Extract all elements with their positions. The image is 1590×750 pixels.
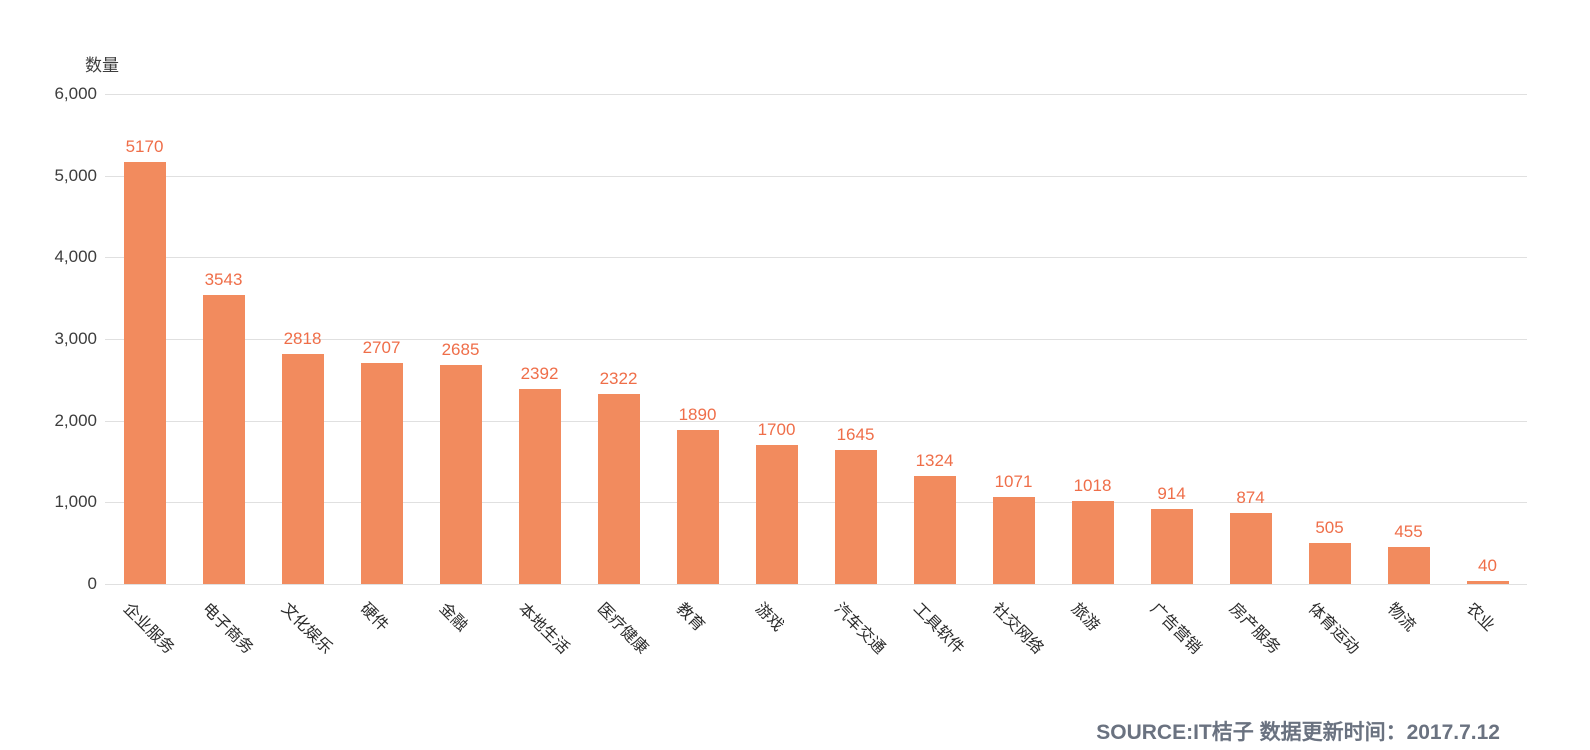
bar-value-label: 1645 — [836, 424, 875, 444]
bar[interactable] — [281, 353, 324, 584]
bar-value-label: 1700 — [757, 420, 796, 440]
bar-value-label: 1018 — [1073, 475, 1112, 495]
x-category-label: 工具软件 — [909, 600, 967, 658]
x-category-label: 金融 — [435, 600, 470, 635]
bar[interactable] — [597, 394, 640, 584]
bar[interactable] — [1229, 512, 1272, 584]
x-category-label: 农业 — [1462, 600, 1497, 635]
bar-value-label: 2392 — [520, 363, 559, 383]
bar[interactable] — [834, 449, 877, 584]
y-tick-label: 4,000 — [54, 247, 97, 267]
x-category-label: 医疗健康 — [593, 600, 651, 658]
y-tick-label: 5,000 — [54, 165, 97, 185]
gridline — [105, 420, 1527, 422]
bar-value-label: 874 — [1236, 487, 1265, 507]
x-category-label: 硬件 — [356, 600, 391, 635]
gridline — [105, 339, 1527, 340]
x-category-label: 文化娱乐 — [277, 600, 335, 658]
bar-value-label: 505 — [1315, 517, 1344, 537]
x-axis-line — [105, 584, 1527, 585]
x-category-label: 房产服务 — [1225, 600, 1283, 658]
bar[interactable] — [1308, 542, 1351, 584]
bar[interactable] — [1387, 546, 1430, 584]
bar-value-label: 40 — [1478, 555, 1497, 575]
x-category-label: 物流 — [1383, 600, 1418, 635]
x-category-label: 企业服务 — [119, 600, 177, 658]
bar[interactable] — [360, 362, 403, 584]
bar[interactable] — [755, 445, 798, 584]
source-note: SOURCE:IT桔子 数据更新时间：2017.7.12 — [1096, 721, 1500, 744]
x-category-label: 教育 — [672, 600, 707, 635]
x-category-label: 体育运动 — [1304, 600, 1362, 658]
x-category-label: 旅游 — [1067, 600, 1102, 635]
x-category-label: 汽车交通 — [830, 600, 888, 658]
bar-value-label: 5170 — [125, 136, 164, 156]
bar[interactable] — [518, 388, 561, 584]
bar[interactable] — [1071, 500, 1114, 584]
bar-value-label: 455 — [1394, 521, 1423, 541]
bar-value-label: 2322 — [599, 369, 638, 389]
y-tick-label: 0 — [87, 574, 97, 593]
bar[interactable] — [676, 429, 719, 584]
bar-value-label: 1890 — [678, 404, 717, 424]
x-category-label: 游戏 — [751, 600, 786, 635]
gridline — [105, 257, 1527, 259]
bar[interactable] — [992, 496, 1035, 584]
bar-value-label: 1071 — [994, 471, 1033, 491]
bar-value-label: 2818 — [283, 328, 322, 348]
gridline — [105, 94, 1527, 95]
x-category-label: 本地生活 — [514, 600, 572, 658]
bar[interactable] — [1150, 509, 1193, 584]
bar[interactable] — [439, 364, 482, 584]
x-category-label: 电子商务 — [198, 600, 256, 658]
bar[interactable] — [202, 294, 245, 584]
y-tick-label: 6,000 — [54, 84, 97, 103]
bar[interactable] — [1466, 580, 1509, 584]
y-tick-label: 3,000 — [54, 329, 97, 348]
bar[interactable] — [123, 161, 166, 584]
x-category-label: 社交网络 — [988, 600, 1046, 658]
x-category-label: 广告营销 — [1146, 600, 1204, 658]
bar-value-label: 2707 — [362, 337, 401, 357]
bar-value-label: 1324 — [915, 450, 954, 470]
gridline — [105, 175, 1527, 177]
y-axis-title: 数量 — [85, 56, 119, 75]
bar-value-label: 2685 — [441, 339, 480, 359]
gridline — [105, 502, 1527, 504]
bar-value-label: 3543 — [204, 269, 243, 289]
y-tick-label: 2,000 — [54, 410, 97, 430]
bar-value-label: 914 — [1157, 484, 1186, 504]
y-tick-label: 1,000 — [54, 492, 97, 512]
bar[interactable] — [913, 475, 956, 584]
